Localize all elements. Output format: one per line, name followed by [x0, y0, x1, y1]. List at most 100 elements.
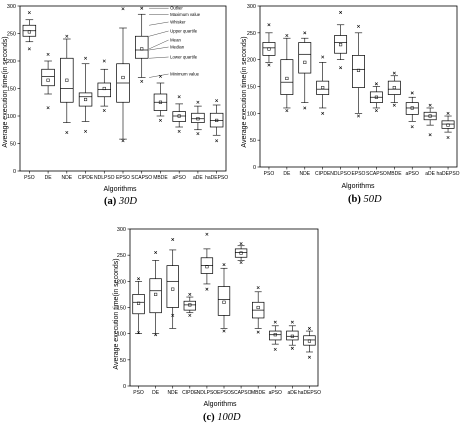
outlier-marker: [446, 135, 450, 139]
outlier-marker: [267, 23, 271, 27]
y-tick-label: 200: [117, 279, 126, 285]
outlier-marker: [171, 237, 175, 241]
x-tick-label: aDE: [425, 171, 435, 177]
annotation-leader: [149, 30, 169, 37]
x-tick-label: NDE: [167, 390, 178, 396]
outlier-marker: [102, 108, 106, 113]
mean-marker: [374, 95, 378, 99]
outlier-marker: [154, 333, 158, 337]
x-tick-label: EPSO: [352, 171, 366, 177]
box: [334, 35, 348, 54]
outlier-marker: [137, 277, 141, 281]
box: [387, 80, 401, 95]
x-axis-label-c: Algorithms: [203, 401, 237, 408]
x-tick-label: PSO: [264, 171, 275, 177]
box: [166, 265, 179, 308]
caption-a: (a) 30D: [104, 196, 137, 207]
y-tick-label: 50: [120, 358, 126, 364]
mean-marker: [356, 68, 361, 72]
caption-b: (b) 50D: [348, 194, 382, 205]
y-tick-label: 0: [13, 169, 16, 175]
y-tick-label: 300: [247, 4, 256, 10]
y-tick-label: 250: [247, 31, 256, 37]
annotation-leader: [149, 46, 169, 51]
y-tick-label: 300: [117, 227, 126, 233]
outlier-marker: [446, 111, 450, 115]
outlier-marker: [339, 66, 343, 70]
x-tick-label: MBDE: [251, 390, 266, 396]
x-tick-label: CIPDE: [315, 171, 331, 177]
x-axis-label-b: Algorithms: [341, 183, 375, 190]
mean-marker: [303, 60, 307, 64]
outlier-marker: [84, 56, 88, 60]
mean-marker: [46, 78, 50, 82]
outlier-marker: [205, 232, 209, 236]
y-axis-label-b: Average execution time(in seconds): [241, 36, 248, 147]
outlier-marker: [215, 99, 219, 103]
y-tick-label: 150: [247, 85, 256, 91]
box: [60, 57, 74, 103]
y-axis-label-c: Average execution time(in seconds): [113, 258, 120, 369]
outlier-marker: [273, 320, 277, 324]
x-tick-label: SCAPSO: [231, 390, 252, 396]
box: [405, 102, 419, 115]
outlier-marker: [137, 331, 141, 335]
outlier-marker: [285, 109, 289, 113]
mean-marker: [154, 292, 158, 296]
outlier-marker: [158, 118, 162, 122]
outlier-marker: [374, 109, 378, 113]
x-tick-label: aPSO: [269, 390, 282, 396]
x-tick-label: PSO: [133, 390, 144, 396]
y-tick-label: 200: [7, 59, 16, 65]
outlier-marker: [290, 320, 294, 324]
box: [172, 111, 186, 122]
mean-marker: [136, 301, 141, 305]
mean-marker: [222, 300, 226, 304]
outlier-marker: [215, 139, 219, 143]
box: [286, 330, 299, 341]
box: [298, 42, 312, 74]
mean-marker: [65, 78, 69, 82]
outlier-marker: [140, 6, 144, 10]
y-tick-label: 0: [253, 165, 256, 171]
outlier-marker: [307, 326, 311, 330]
x-tick-label: NDE: [299, 171, 310, 177]
outlier-marker: [188, 313, 192, 317]
mean-marker: [102, 86, 106, 91]
mean-marker: [196, 117, 200, 121]
outlier-marker: [177, 129, 181, 133]
x-tick-label: aPSO: [173, 175, 186, 181]
y-tick-label: 250: [7, 32, 16, 38]
mean-marker: [83, 97, 88, 102]
box: [303, 335, 316, 346]
outlier-marker: [307, 355, 311, 359]
annotation-label: Mean: [170, 38, 181, 43]
mean-marker: [392, 86, 396, 90]
annotation-label: Minimum value: [170, 72, 200, 77]
outlier-marker: [121, 7, 125, 11]
outlier-marker: [196, 132, 200, 136]
mean-marker: [256, 305, 260, 310]
outlier-marker: [140, 79, 144, 83]
outlier-marker: [222, 329, 226, 333]
annotation-leader: [149, 21, 169, 26]
outlier-marker: [303, 106, 307, 110]
outlier-marker: [339, 10, 343, 14]
outlier-marker: [410, 125, 414, 129]
box: [441, 120, 455, 129]
x-tick-label: MBDE: [387, 171, 402, 177]
outlier-marker: [27, 11, 31, 15]
box: [183, 300, 196, 311]
outlier-marker: [65, 130, 69, 135]
box: [41, 68, 55, 87]
outlier-marker: [177, 95, 181, 99]
outlier-marker: [46, 106, 50, 110]
mean-marker: [428, 114, 432, 118]
outlier-marker: [428, 103, 432, 107]
annotation-leader: [149, 56, 169, 59]
annotation-leader: [149, 73, 169, 78]
outlier-marker: [84, 129, 88, 133]
y-axis-label-a: Average execution time(in seconds): [2, 36, 9, 147]
